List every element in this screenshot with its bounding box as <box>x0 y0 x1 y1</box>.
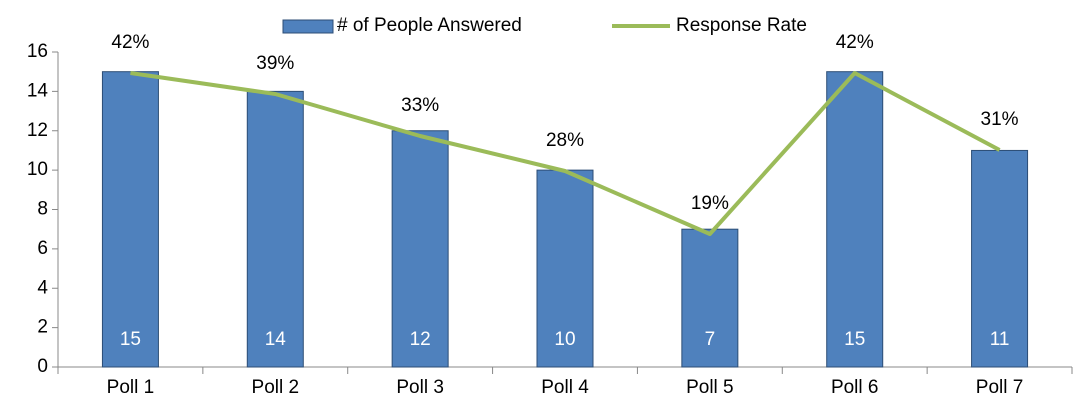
y-tick-label: 10 <box>27 159 48 180</box>
line-value-label: 39% <box>256 53 294 74</box>
y-tick-label: 16 <box>27 41 48 62</box>
legend-label: Response Rate <box>676 15 807 36</box>
y-tick-label: 4 <box>37 277 48 298</box>
bar <box>681 228 739 368</box>
bar <box>536 169 594 368</box>
y-tick-label: 6 <box>37 238 48 259</box>
bar <box>971 149 1029 368</box>
y-tick-label: 14 <box>27 80 49 101</box>
x-tick-label: Poll 4 <box>541 377 589 398</box>
bar-value-label: 11 <box>990 329 1010 350</box>
x-tick-label: Poll 3 <box>396 377 444 398</box>
x-tick-label: Poll 7 <box>976 377 1024 398</box>
legend-label: # of People Answered <box>337 15 522 36</box>
line-value-label: 42% <box>111 32 149 53</box>
bar-value-label: 14 <box>265 329 287 350</box>
bar <box>246 90 304 368</box>
bar <box>391 130 449 368</box>
y-tick-label: 12 <box>27 120 48 141</box>
line-value-label: 42% <box>836 32 874 53</box>
line-value-label: 28% <box>546 130 584 151</box>
x-tick-label: Poll 5 <box>686 377 734 398</box>
y-tick-label: 0 <box>37 356 48 377</box>
bar-value-label: 10 <box>554 329 575 350</box>
line <box>130 71 1001 236</box>
x-tick-label: Poll 2 <box>252 377 300 398</box>
bar-value-label: 12 <box>410 329 431 350</box>
bar <box>826 71 884 368</box>
legend-swatch <box>282 19 334 34</box>
bar-value-label: 15 <box>844 329 865 350</box>
line-value-label: 31% <box>981 109 1019 130</box>
y-tick-label: 8 <box>37 199 48 220</box>
line-value-label: 33% <box>401 95 439 116</box>
bar <box>101 71 159 368</box>
y-tick-label: 2 <box>37 317 48 338</box>
x-tick-label: Poll 1 <box>107 377 155 398</box>
line-value-label: 19% <box>691 193 729 214</box>
x-tick-label: Poll 6 <box>831 377 879 398</box>
bar-value-label: 15 <box>120 329 141 350</box>
bar-value-label: 7 <box>705 329 716 350</box>
